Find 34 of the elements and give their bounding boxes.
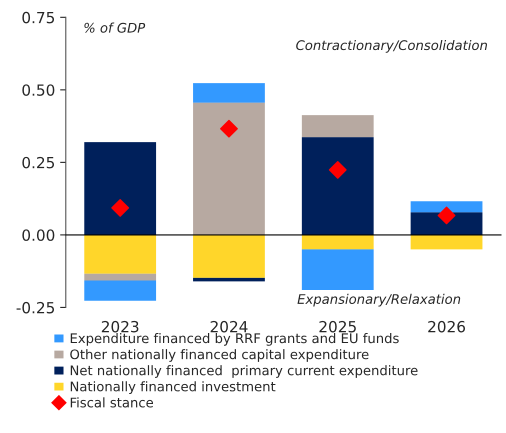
bar xyxy=(84,142,156,235)
bar xyxy=(84,234,156,274)
bar xyxy=(193,234,265,278)
bar xyxy=(302,249,374,290)
y-tick-label: 0.25 xyxy=(22,156,54,168)
annotation: Contractionary/Consolidation xyxy=(296,40,487,53)
legend-label: Net nationally financed primary current expenditure xyxy=(70,365,418,378)
bar xyxy=(84,274,156,280)
x-tick-label: 2024 xyxy=(210,320,248,332)
x-tick-label: 2025 xyxy=(319,320,356,332)
bar xyxy=(193,278,265,282)
x-tick-label: 2023 xyxy=(102,320,138,332)
legend-label: Other nationally financed capital expenditure xyxy=(70,349,369,362)
bar xyxy=(302,137,374,235)
point xyxy=(111,199,130,217)
x-tick-label: 2026 xyxy=(428,320,466,332)
bar xyxy=(193,83,265,103)
y-tick-label: 0.50 xyxy=(22,84,54,96)
bar xyxy=(193,102,265,235)
annotation: Expansionary/Relaxation xyxy=(297,294,460,307)
point xyxy=(328,161,347,179)
bar xyxy=(302,234,374,250)
legend-label: Fiscal stance xyxy=(70,397,154,408)
point xyxy=(220,120,238,138)
y-tick-label: 0.00 xyxy=(22,229,54,241)
bar xyxy=(410,201,482,212)
bar xyxy=(410,234,482,250)
y-tick-label: -0.25 xyxy=(16,302,54,314)
annotation: % of GDP xyxy=(84,22,146,33)
legend-label: Expenditure financed by RRF grants and EU funds xyxy=(70,333,399,346)
legend-label: Nationally financed investment xyxy=(70,381,276,394)
bar xyxy=(302,115,374,138)
y-tick-label: 0.75 xyxy=(22,12,54,24)
bar xyxy=(84,280,156,301)
